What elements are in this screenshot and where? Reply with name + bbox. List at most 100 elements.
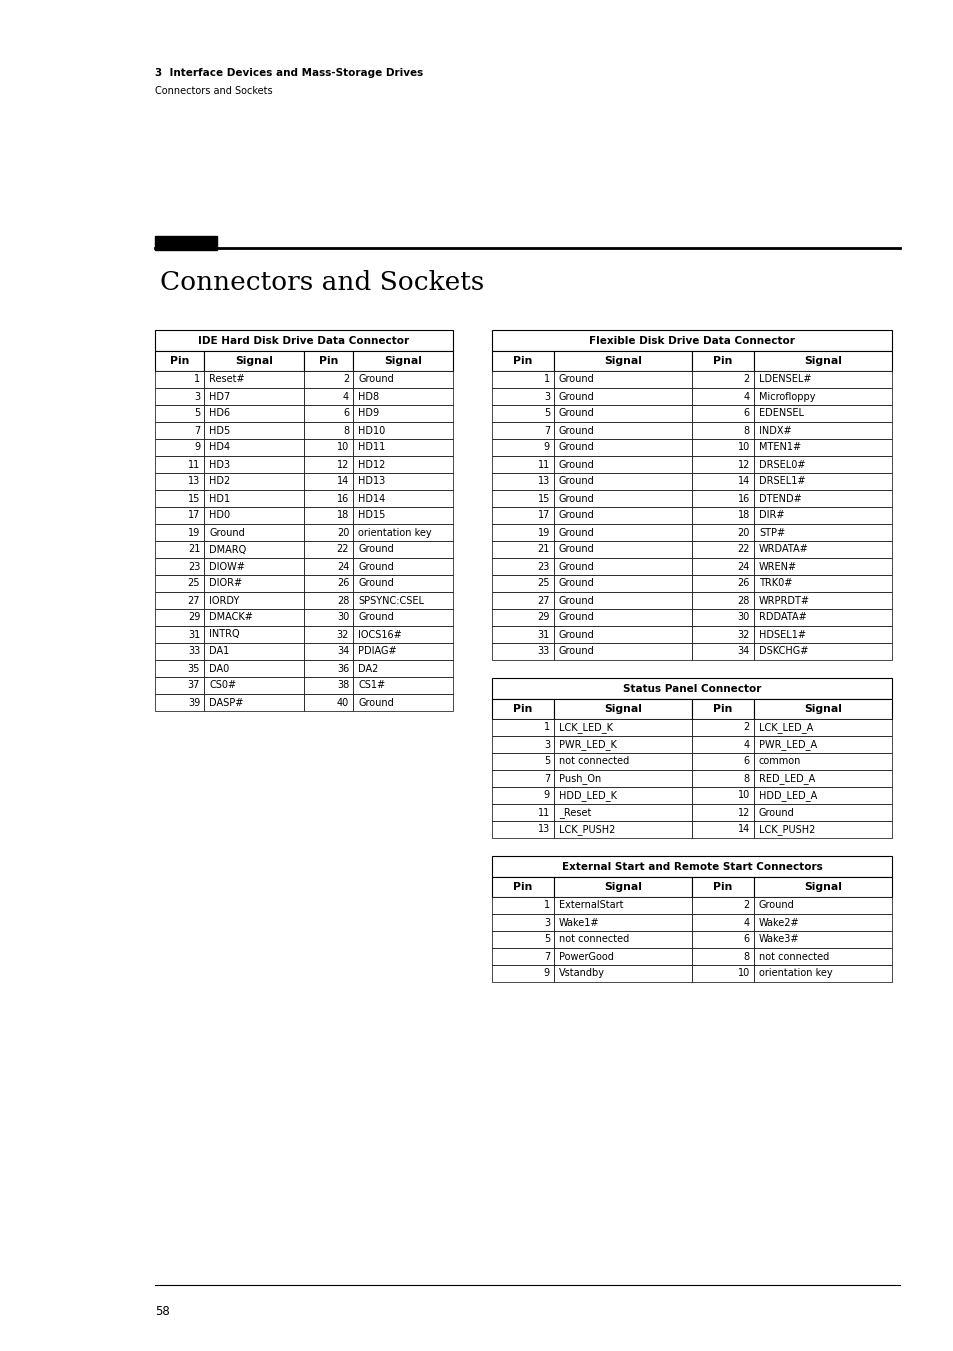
Text: 10: 10 bbox=[336, 443, 349, 453]
Text: HD13: HD13 bbox=[357, 477, 385, 486]
Bar bbox=[353, 576, 453, 592]
Bar bbox=[753, 558, 891, 576]
Bar bbox=[554, 643, 691, 661]
Text: 11: 11 bbox=[537, 459, 550, 470]
Text: 18: 18 bbox=[737, 511, 749, 520]
Text: Ground: Ground bbox=[558, 493, 594, 504]
Text: DA2: DA2 bbox=[357, 663, 378, 674]
Bar bbox=[554, 592, 691, 609]
Text: not connected: not connected bbox=[759, 951, 828, 962]
Text: 20: 20 bbox=[737, 527, 749, 538]
Text: HD9: HD9 bbox=[357, 408, 379, 419]
Text: MTEN1#: MTEN1# bbox=[759, 443, 801, 453]
Text: HD4: HD4 bbox=[209, 443, 230, 453]
Bar bbox=[691, 698, 753, 719]
Text: Ground: Ground bbox=[558, 443, 594, 453]
Bar bbox=[554, 770, 691, 788]
Text: Signal: Signal bbox=[803, 357, 841, 366]
Bar bbox=[753, 965, 891, 982]
Text: 30: 30 bbox=[737, 612, 749, 623]
Text: 13: 13 bbox=[537, 477, 550, 486]
Bar bbox=[154, 694, 204, 711]
Bar bbox=[753, 351, 891, 372]
Bar bbox=[492, 770, 554, 788]
Bar bbox=[353, 372, 453, 388]
Text: 6: 6 bbox=[743, 935, 749, 944]
Text: 4: 4 bbox=[343, 392, 349, 401]
Bar bbox=[753, 804, 891, 821]
Text: TRK0#: TRK0# bbox=[759, 578, 792, 589]
Bar bbox=[554, 626, 691, 643]
Bar bbox=[492, 897, 554, 915]
Bar bbox=[691, 540, 753, 558]
Bar bbox=[691, 592, 753, 609]
Bar bbox=[304, 439, 353, 457]
Text: WREN#: WREN# bbox=[759, 562, 797, 571]
Text: 19: 19 bbox=[188, 527, 200, 538]
Text: PWR_LED_A: PWR_LED_A bbox=[759, 739, 817, 750]
Bar bbox=[691, 609, 753, 626]
Text: Ground: Ground bbox=[209, 527, 245, 538]
Bar bbox=[204, 609, 304, 626]
Text: 22: 22 bbox=[336, 544, 349, 554]
Text: 58: 58 bbox=[154, 1305, 170, 1319]
Bar bbox=[353, 507, 453, 524]
Bar bbox=[753, 698, 891, 719]
Text: External Start and Remote Start Connectors: External Start and Remote Start Connecto… bbox=[561, 862, 821, 871]
Text: DRSEL0#: DRSEL0# bbox=[759, 459, 804, 470]
Bar bbox=[554, 753, 691, 770]
Bar bbox=[492, 576, 554, 592]
Text: 23: 23 bbox=[188, 562, 200, 571]
Bar bbox=[753, 405, 891, 422]
Bar bbox=[204, 422, 304, 439]
Bar bbox=[691, 439, 753, 457]
Text: 22: 22 bbox=[737, 544, 749, 554]
Bar bbox=[492, 643, 554, 661]
Bar bbox=[154, 626, 204, 643]
Bar bbox=[554, 576, 691, 592]
Text: 36: 36 bbox=[336, 663, 349, 674]
Bar bbox=[304, 576, 353, 592]
Bar bbox=[753, 626, 891, 643]
Bar bbox=[691, 422, 753, 439]
Text: HD5: HD5 bbox=[209, 426, 231, 435]
Text: RED_LED_A: RED_LED_A bbox=[759, 773, 815, 784]
Bar bbox=[492, 457, 554, 473]
Text: DMARQ: DMARQ bbox=[209, 544, 246, 554]
Text: Signal: Signal bbox=[803, 882, 841, 892]
Text: Ground: Ground bbox=[558, 544, 594, 554]
Bar bbox=[304, 405, 353, 422]
Bar bbox=[304, 422, 353, 439]
Bar bbox=[753, 388, 891, 405]
Bar bbox=[753, 788, 891, 804]
Text: 39: 39 bbox=[188, 697, 200, 708]
Text: HD2: HD2 bbox=[209, 477, 231, 486]
Bar bbox=[554, 877, 691, 897]
Bar bbox=[492, 804, 554, 821]
Bar bbox=[204, 439, 304, 457]
Text: 11: 11 bbox=[188, 459, 200, 470]
Bar bbox=[204, 405, 304, 422]
Text: 19: 19 bbox=[537, 527, 550, 538]
Bar bbox=[154, 422, 204, 439]
Bar bbox=[753, 524, 891, 540]
Text: DTEND#: DTEND# bbox=[759, 493, 801, 504]
Text: 9: 9 bbox=[193, 443, 200, 453]
Bar bbox=[753, 736, 891, 753]
Text: HDD_LED_K: HDD_LED_K bbox=[558, 790, 617, 801]
Text: Ground: Ground bbox=[558, 578, 594, 589]
Text: 10: 10 bbox=[737, 790, 749, 801]
Text: 3: 3 bbox=[543, 739, 550, 750]
Bar bbox=[554, 439, 691, 457]
Bar bbox=[204, 677, 304, 694]
Text: Ground: Ground bbox=[558, 612, 594, 623]
Bar bbox=[554, 788, 691, 804]
Text: 32: 32 bbox=[336, 630, 349, 639]
Bar bbox=[492, 558, 554, 576]
Text: 26: 26 bbox=[737, 578, 749, 589]
Bar bbox=[492, 507, 554, 524]
Text: Signal: Signal bbox=[803, 704, 841, 713]
Text: Wake1#: Wake1# bbox=[558, 917, 598, 928]
Text: 4: 4 bbox=[743, 739, 749, 750]
Text: 6: 6 bbox=[743, 757, 749, 766]
